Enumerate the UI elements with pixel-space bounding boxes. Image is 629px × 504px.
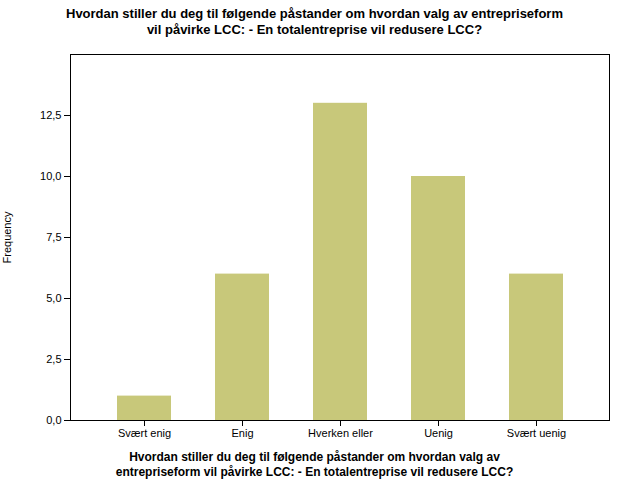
svg-text:Hverken eller: Hverken eller xyxy=(308,427,373,439)
svg-text:12,5: 12,5 xyxy=(40,109,61,121)
svg-text:Enig: Enig xyxy=(231,427,253,439)
svg-text:Uenig: Uenig xyxy=(424,427,453,439)
svg-text:10,0: 10,0 xyxy=(40,170,61,182)
svg-text:0,0: 0,0 xyxy=(46,414,61,426)
svg-text:5,0: 5,0 xyxy=(46,292,61,304)
svg-text:Svært enig: Svært enig xyxy=(118,427,171,439)
html-text:Hvordan stiller du deg til føl: Hvordan stiller du deg til følgende påst… xyxy=(115,450,514,479)
svg-text:7,5: 7,5 xyxy=(46,231,61,243)
svg-text:2,5: 2,5 xyxy=(46,353,61,365)
svg-text:Svært uenig: Svært uenig xyxy=(507,427,566,439)
svg-text:Frequency: Frequency xyxy=(1,211,13,263)
html-text:Hvordan stiller du deg til føl: Hvordan stiller du deg til følgende påst… xyxy=(66,6,563,37)
